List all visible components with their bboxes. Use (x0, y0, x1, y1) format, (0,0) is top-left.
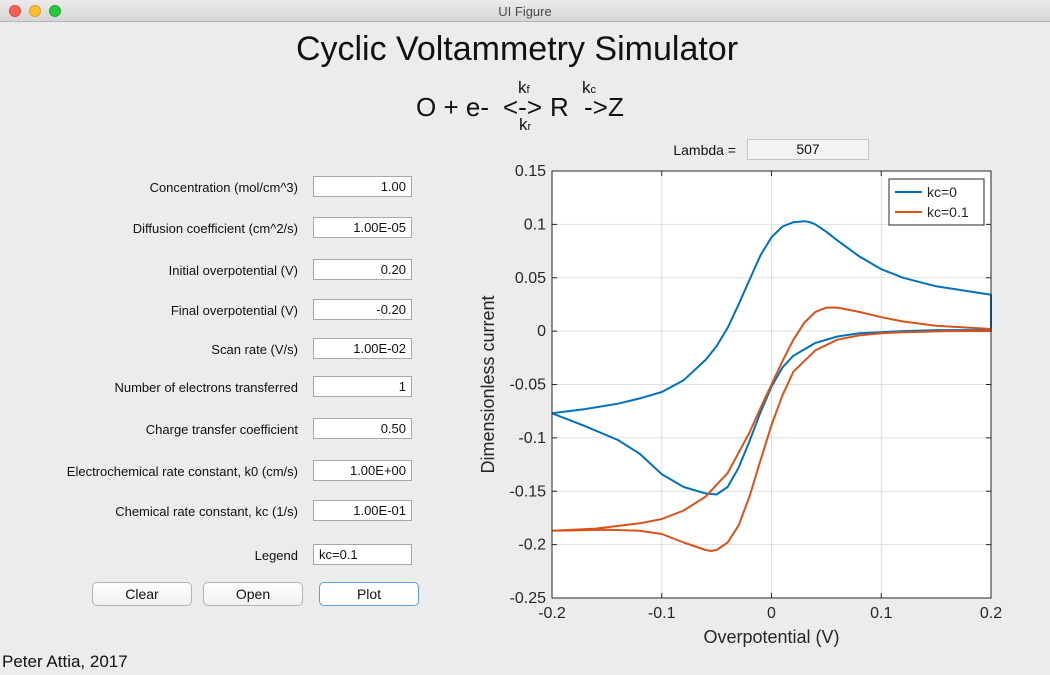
chemical-rate-constant-label: Chemical rate constant, kc (1/s) (115, 504, 298, 519)
legend-input[interactable]: kc=0.1 (313, 544, 412, 565)
legend-label: Legend (254, 548, 298, 563)
rate-constant-kf: kf (518, 78, 530, 97)
y-tick-label: 0.15 (515, 163, 546, 180)
x-tick-label: 0 (767, 605, 776, 622)
lambda-value-field: 507 (747, 139, 869, 160)
rate-constant-kr: kr (519, 115, 532, 134)
electrochemical-rate-constant-input[interactable]: 1.00E+00 (313, 460, 412, 481)
initial-overpotential-label: Initial overpotential (V) (168, 263, 298, 278)
scan-rate-input[interactable]: 1.00E-02 (313, 338, 412, 359)
zoom-window-icon[interactable] (49, 5, 61, 17)
reaction-reactant: O + e- (416, 92, 489, 122)
electrochemical-rate-constant-label: Electrochemical rate constant, k0 (cm/s) (66, 464, 298, 479)
rate-constant-kc: kc (582, 78, 596, 97)
reaction-intermediate: R (550, 92, 569, 122)
plot-legend: kc=0 kc=0.1 (888, 178, 985, 226)
x-tick-label: 0.2 (980, 605, 1002, 622)
concentration-input[interactable]: 1.00 (313, 176, 412, 197)
app-title: Cyclic Voltammetry Simulator (295, 30, 739, 68)
electrons-transferred-label: Number of electrons transferred (114, 380, 298, 395)
reaction-forward-arrow: -> (584, 92, 608, 122)
charge-transfer-coefficient-input[interactable]: 0.50 (313, 418, 412, 439)
diffusion-coefficient-label: Diffusion coefficient (cm^2/s) (132, 221, 298, 236)
close-window-icon[interactable] (9, 5, 21, 17)
series-line-kc-0 (551, 220, 992, 496)
legend-entry: kc=0.1 (927, 204, 969, 220)
legend-entry: kc=0 (927, 184, 957, 200)
plot-frame (551, 170, 992, 599)
x-tick-label: -0.2 (538, 605, 566, 622)
window-title: UI Figure (498, 4, 552, 19)
window-titlebar: UI Figure (0, 0, 1050, 22)
y-tick-label: -0.25 (510, 590, 547, 607)
y-tick-label: -0.1 (518, 430, 546, 447)
author-credit: Peter Attia, 2017 (2, 652, 128, 671)
y-tick-label: -0.05 (510, 377, 547, 394)
concentration-label: Concentration (mol/cm^3) (149, 180, 298, 195)
charge-transfer-coefficient-label: Charge transfer coefficient (145, 422, 298, 437)
lambda-label: Lambda = (673, 142, 736, 158)
x-tick-label: 0.1 (870, 605, 892, 622)
y-tick-label: 0 (537, 323, 546, 340)
y-axis-label: Dimensionless current (478, 295, 498, 473)
electrons-transferred-input[interactable]: 1 (313, 376, 412, 397)
reaction-product: Z (608, 92, 624, 122)
clear-button[interactable]: Clear (92, 582, 192, 606)
scan-rate-label: Scan rate (V/s) (211, 342, 298, 357)
reaction-reversible-arrow: <-> (503, 92, 543, 122)
chemical-rate-constant-input[interactable]: 1.00E-01 (313, 500, 412, 521)
minimize-window-icon[interactable] (29, 5, 41, 17)
x-axis-label: Overpotential (V) (703, 627, 839, 647)
y-tick-label: 0.1 (524, 216, 546, 233)
x-tick-label: -0.1 (648, 605, 676, 622)
reaction-equation: O + e- <-> kf kr R kc -> Z (416, 78, 676, 140)
initial-overpotential-input[interactable]: 0.20 (313, 259, 412, 280)
y-tick-label: -0.2 (518, 537, 546, 554)
final-overpotential-label: Final overpotential (V) (170, 303, 298, 318)
y-tick-label: 0.05 (515, 270, 546, 287)
final-overpotential-input[interactable]: -0.20 (313, 299, 412, 320)
plot-button[interactable]: Plot (319, 582, 419, 606)
open-button[interactable]: Open (203, 582, 303, 606)
diffusion-coefficient-input[interactable]: 1.00E-05 (313, 217, 412, 238)
y-tick-label: -0.15 (510, 483, 547, 500)
legend-box (888, 178, 985, 226)
